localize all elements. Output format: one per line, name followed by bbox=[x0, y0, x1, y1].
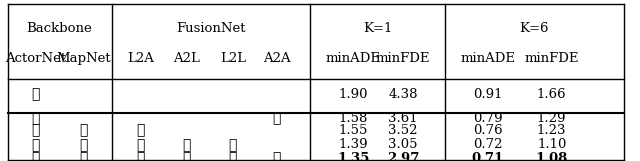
Text: minFDE: minFDE bbox=[524, 52, 579, 65]
Text: 3.05: 3.05 bbox=[388, 138, 418, 151]
Text: 1.58: 1.58 bbox=[339, 112, 368, 125]
Text: ✓: ✓ bbox=[182, 138, 191, 152]
Text: 1.39: 1.39 bbox=[339, 138, 368, 151]
Text: 1.55: 1.55 bbox=[339, 124, 368, 137]
Text: 1.10: 1.10 bbox=[537, 138, 566, 151]
Text: A2A: A2A bbox=[262, 52, 291, 65]
Text: ActorNet: ActorNet bbox=[4, 52, 66, 65]
Text: ✓: ✓ bbox=[136, 152, 145, 161]
Text: L2L: L2L bbox=[220, 52, 246, 65]
Text: 0.71: 0.71 bbox=[472, 152, 504, 161]
Text: ✓: ✓ bbox=[136, 123, 145, 137]
Text: ✓: ✓ bbox=[79, 123, 88, 137]
Text: 2.97: 2.97 bbox=[387, 152, 419, 161]
Text: ✓: ✓ bbox=[272, 111, 281, 125]
Text: 1.23: 1.23 bbox=[537, 124, 566, 137]
Text: ✓: ✓ bbox=[79, 138, 88, 152]
Text: ✓: ✓ bbox=[31, 87, 40, 101]
Text: ✓: ✓ bbox=[136, 138, 145, 152]
Text: 1.90: 1.90 bbox=[339, 88, 368, 101]
Text: 1.29: 1.29 bbox=[537, 112, 566, 125]
Text: MapNet: MapNet bbox=[56, 52, 111, 65]
Text: 0.72: 0.72 bbox=[473, 138, 502, 151]
Text: ✓: ✓ bbox=[31, 111, 40, 125]
Text: 0.79: 0.79 bbox=[473, 112, 502, 125]
Text: ✓: ✓ bbox=[228, 138, 237, 152]
Text: A2L: A2L bbox=[173, 52, 200, 65]
Text: minADE: minADE bbox=[460, 52, 515, 65]
Text: K=1: K=1 bbox=[363, 23, 392, 35]
Text: Backbone: Backbone bbox=[27, 23, 92, 35]
Text: L2A: L2A bbox=[127, 52, 154, 65]
Text: FusionNet: FusionNet bbox=[177, 23, 246, 35]
Text: 1.08: 1.08 bbox=[536, 152, 568, 161]
Text: ✓: ✓ bbox=[182, 152, 191, 161]
Text: K=6: K=6 bbox=[520, 23, 549, 35]
Text: ✓: ✓ bbox=[31, 138, 40, 152]
Text: 3.61: 3.61 bbox=[388, 112, 418, 125]
Text: 0.91: 0.91 bbox=[473, 88, 502, 101]
Text: 0.76: 0.76 bbox=[473, 124, 502, 137]
Text: minFDE: minFDE bbox=[376, 52, 431, 65]
Text: 4.38: 4.38 bbox=[388, 88, 418, 101]
Text: ✓: ✓ bbox=[228, 152, 237, 161]
Text: 1.35: 1.35 bbox=[337, 152, 369, 161]
Text: ✓: ✓ bbox=[79, 152, 88, 161]
Text: 1.66: 1.66 bbox=[537, 88, 566, 101]
Text: ✓: ✓ bbox=[272, 152, 281, 161]
Text: minADE: minADE bbox=[326, 52, 381, 65]
Text: 3.52: 3.52 bbox=[388, 124, 418, 137]
Text: ✓: ✓ bbox=[31, 123, 40, 137]
Text: ✓: ✓ bbox=[31, 152, 40, 161]
